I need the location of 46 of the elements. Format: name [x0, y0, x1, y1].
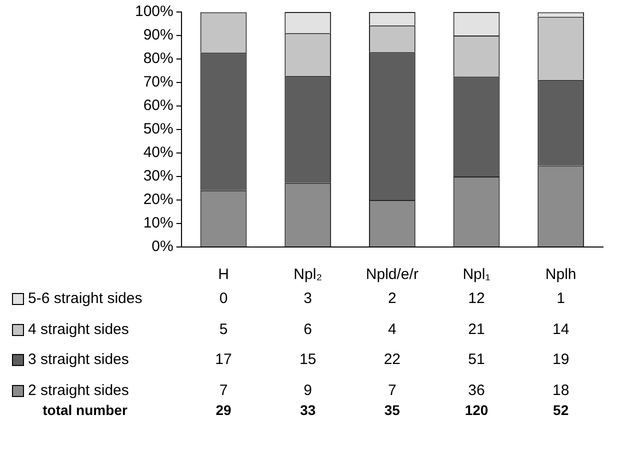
y-tick-label: 0% [152, 238, 174, 256]
data-label: 14 [552, 321, 570, 338]
data-label: 7 [388, 382, 396, 400]
y-tick-label: 40% [143, 144, 174, 162]
data-label: 15 [300, 351, 316, 368]
data-label: 21 [468, 321, 485, 338]
data-label: 22 [384, 351, 401, 368]
data-label: 12 [468, 290, 485, 308]
legend-label: 4 straight sides [28, 321, 129, 338]
y-tick-label: 100% [134, 3, 174, 20]
data-label: 1 [556, 290, 566, 308]
data-label: 120 [464, 402, 488, 418]
data-label: 36 [468, 382, 485, 400]
data-label: 9 [304, 382, 312, 400]
legend-label: 2 straight sides [28, 382, 129, 400]
text: total number [42, 402, 128, 418]
y-tick-label: 90% [143, 26, 174, 44]
y-tick-label: 30% [143, 168, 174, 185]
data-label: 18 [552, 382, 570, 400]
legend-label: 5-6 straight sides [28, 290, 142, 308]
y-tick-label: 70% [143, 74, 174, 91]
category-label: Nplh [545, 266, 576, 284]
category-label: Npl₁ [462, 266, 490, 284]
data-label: 51 [468, 351, 485, 368]
y-tick-label: 10% [143, 214, 174, 232]
data-label: 7 [219, 382, 228, 400]
y-tick-label: 60% [143, 97, 174, 114]
data-label: 35 [384, 402, 400, 418]
data-label: 5 [219, 321, 228, 338]
data-label: 0 [219, 290, 228, 308]
y-tick-label: 50% [143, 120, 174, 138]
data-label: 33 [300, 402, 316, 418]
data-label: 29 [216, 402, 232, 418]
category-label: Npld/e/r [366, 266, 418, 284]
data-label: 4 [388, 321, 396, 338]
data-label: 17 [215, 351, 232, 368]
data-label: 2 [388, 290, 396, 308]
y-tick-label: 80% [143, 50, 174, 68]
data-label: 52 [553, 402, 569, 418]
category-label: Npl₂ [294, 266, 322, 284]
data-label: 19 [552, 351, 570, 368]
legend-label: 3 straight sides [28, 351, 129, 368]
category-label: H [218, 266, 229, 284]
data-label: 3 [304, 290, 312, 308]
y-tick-label: 20% [143, 191, 174, 208]
data-label: 6 [304, 321, 312, 338]
